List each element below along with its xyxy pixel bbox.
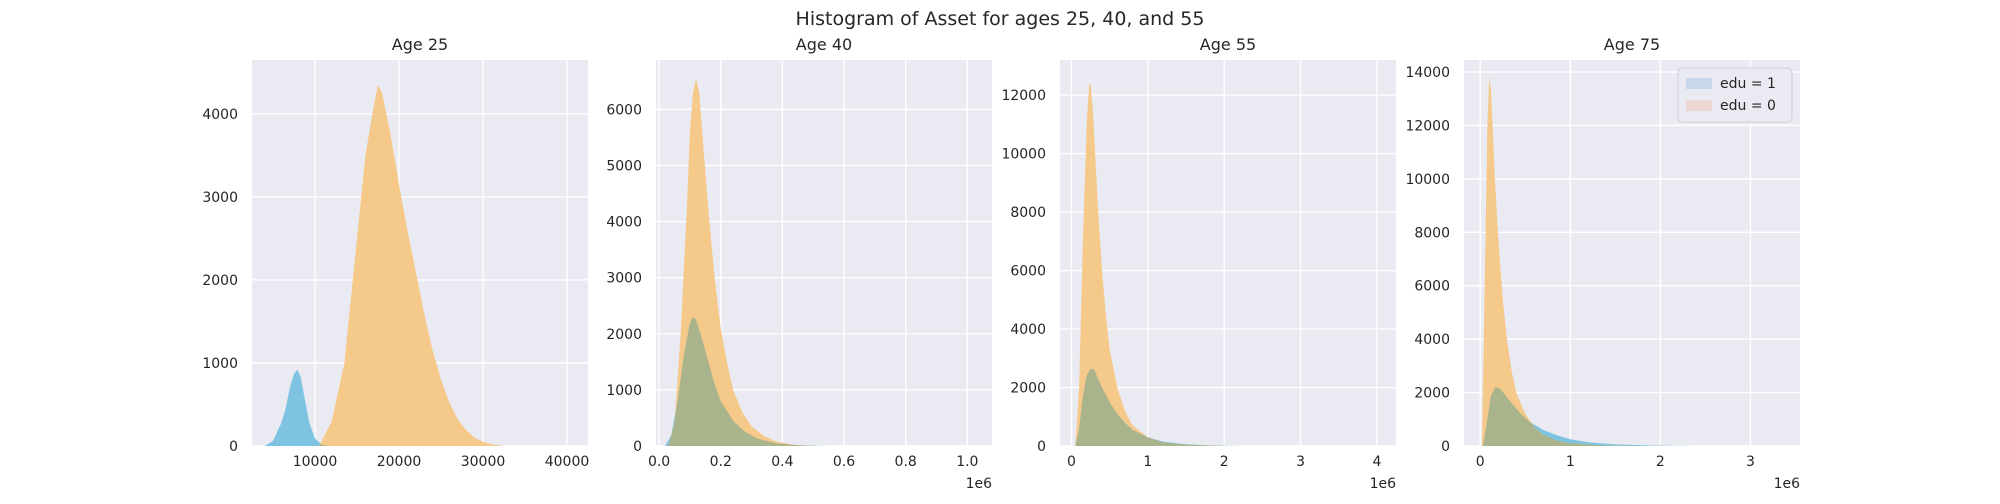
y-tick-label: 8000 [1414,225,1450,241]
x-tick-label: 0 [1067,454,1076,470]
figure-suptitle: Histogram of Asset for ages 25, 40, and … [796,8,1205,30]
y-tick-label: 14000 [1405,65,1450,81]
y-tick-label: 2000 [1414,386,1450,402]
x-tick-label: 3 [1746,454,1755,470]
series-edu1-area [264,369,328,446]
subplot-title: Age 55 [1200,35,1256,54]
series-edu0-area [319,84,504,446]
y-tick-label: 1000 [606,383,642,399]
series-overlap-area [1075,368,1225,446]
legend: edu = 1 edu = 0 [1677,67,1793,123]
legend-label: edu = 0 [1720,98,1776,114]
x-tick-label: 2 [1656,454,1665,470]
y-tick-label: 0 [1441,439,1450,455]
subplot-title: Age 75 [1604,35,1660,54]
x-offset-label: 1e6 [1370,476,1397,492]
y-tick-label: 5000 [606,158,642,174]
x-tick-label: 0.2 [710,454,732,470]
y-tick-label: 4000 [606,215,642,231]
y-tick-label: 0 [1037,439,1046,455]
x-tick-label: 2 [1220,454,1229,470]
subplot-3: Age 55 0 1 2 3 4 0 2000 4000 6000 8000 10000 12000 1e… [1001,35,1396,492]
series-layer [665,78,829,446]
y-tick-label: 8000 [1010,205,1046,221]
y-tick-label: 6000 [606,102,642,118]
series-overlap-area [1482,387,1634,446]
y-tick-label: 10000 [1405,172,1450,188]
x-tick-label: 0 [1476,454,1485,470]
x-tick-label: 30000 [461,454,506,470]
y-tick-label: 2000 [1010,381,1046,397]
subplot-4: Age 75 0 1 2 3 0 2000 4000 6000 8000 10000 12000 140… [1405,35,1800,492]
x-tick-label: 0.8 [895,454,917,470]
subplot-title: Age 25 [392,35,448,54]
y-tick-label: 6000 [1414,279,1450,295]
y-tick-label: 2000 [202,273,238,289]
y-tick-label: 10000 [1001,147,1046,163]
y-tick-label: 4000 [1414,332,1450,348]
y-tick-label: 6000 [1010,264,1046,280]
y-tick-label: 12000 [1405,118,1450,134]
x-tick-label: 4 [1372,454,1381,470]
legend-swatch [1686,78,1712,89]
x-tick-label: 0.6 [833,454,855,470]
subplot-1: Age 25 10000 20000 30000 40000 0 1000 2000 3000 4… [202,35,589,470]
y-tick-label: 0 [229,439,238,455]
x-tick-label: 3 [1296,454,1305,470]
y-tick-label: 4000 [1010,322,1046,338]
y-tick-label: 3000 [202,190,238,206]
y-tick-label: 3000 [606,271,642,287]
series-layer [264,84,504,446]
y-tick-label: 1000 [202,356,238,372]
series-layer [1482,77,1697,446]
x-tick-label: 1.0 [956,454,978,470]
subplot-title: Age 40 [796,35,852,54]
y-tick-label: 12000 [1001,88,1046,104]
series-overlap-area [668,317,814,446]
x-tick-label: 1 [1566,454,1575,470]
series-layer [1075,83,1240,446]
x-tick-label: 20000 [377,454,422,470]
x-tick-label: 0.0 [648,454,670,470]
x-tick-label: 0.4 [771,454,793,470]
plot-area [1464,60,1800,446]
x-tick-label: 1 [1143,454,1152,470]
x-offset-label: 1e6 [966,476,993,492]
y-tick-label: 2000 [606,327,642,343]
subplot-2: Age 40 0.0 0.2 0.4 0.6 0.8 1.0 0 1000 2000 3000 400… [606,35,992,492]
legend-swatch [1686,100,1712,111]
legend-label: edu = 1 [1720,76,1776,92]
x-tick-label: 40000 [545,454,590,470]
x-offset-label: 1e6 [1774,476,1801,492]
x-tick-label: 10000 [293,454,338,470]
y-tick-label: 0 [633,439,642,455]
y-tick-label: 4000 [202,107,238,123]
